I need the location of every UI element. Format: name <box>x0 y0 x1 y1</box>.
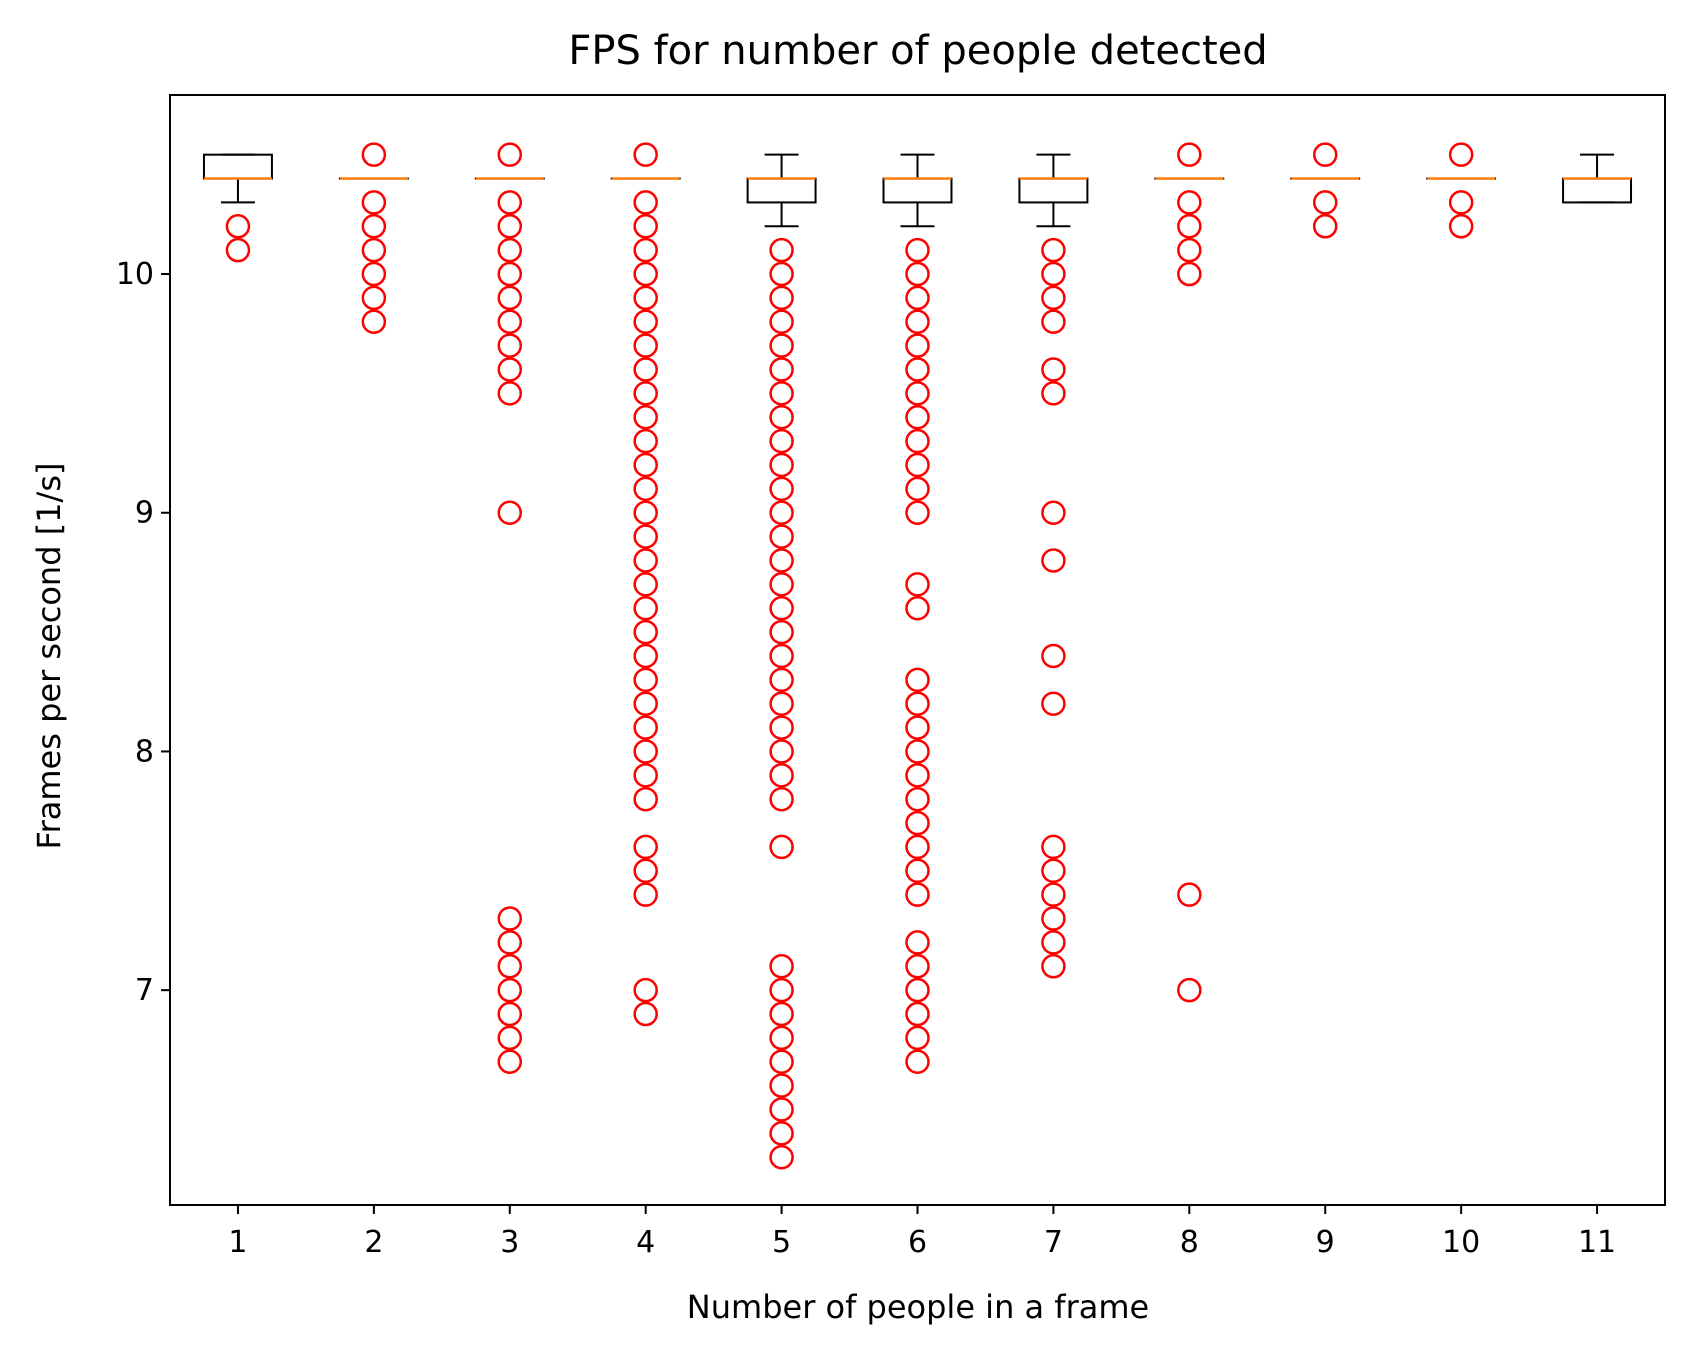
y-axis-label: Frames per second [1/s] <box>30 463 68 850</box>
x-tick-label: 9 <box>1316 1225 1335 1260</box>
y-tick-label: 7 <box>135 973 154 1008</box>
y-tick-label: 9 <box>135 496 154 531</box>
x-tick-label: 4 <box>636 1225 655 1260</box>
x-tick-label: 10 <box>1442 1225 1480 1260</box>
y-tick-label: 8 <box>135 734 154 769</box>
chart-title: FPS for number of people detected <box>568 28 1267 74</box>
x-tick-label: 11 <box>1578 1225 1616 1260</box>
x-tick-label: 1 <box>228 1225 247 1260</box>
x-tick-label: 7 <box>1044 1225 1063 1260</box>
x-tick-label: 2 <box>364 1225 383 1260</box>
y-tick-label: 10 <box>116 257 154 292</box>
x-tick-label: 5 <box>772 1225 791 1260</box>
x-tick-label: 6 <box>908 1225 927 1260</box>
x-tick-label: 8 <box>1180 1225 1199 1260</box>
x-tick-label: 3 <box>500 1225 519 1260</box>
x-axis-label: Number of people in a frame <box>687 1288 1149 1326</box>
